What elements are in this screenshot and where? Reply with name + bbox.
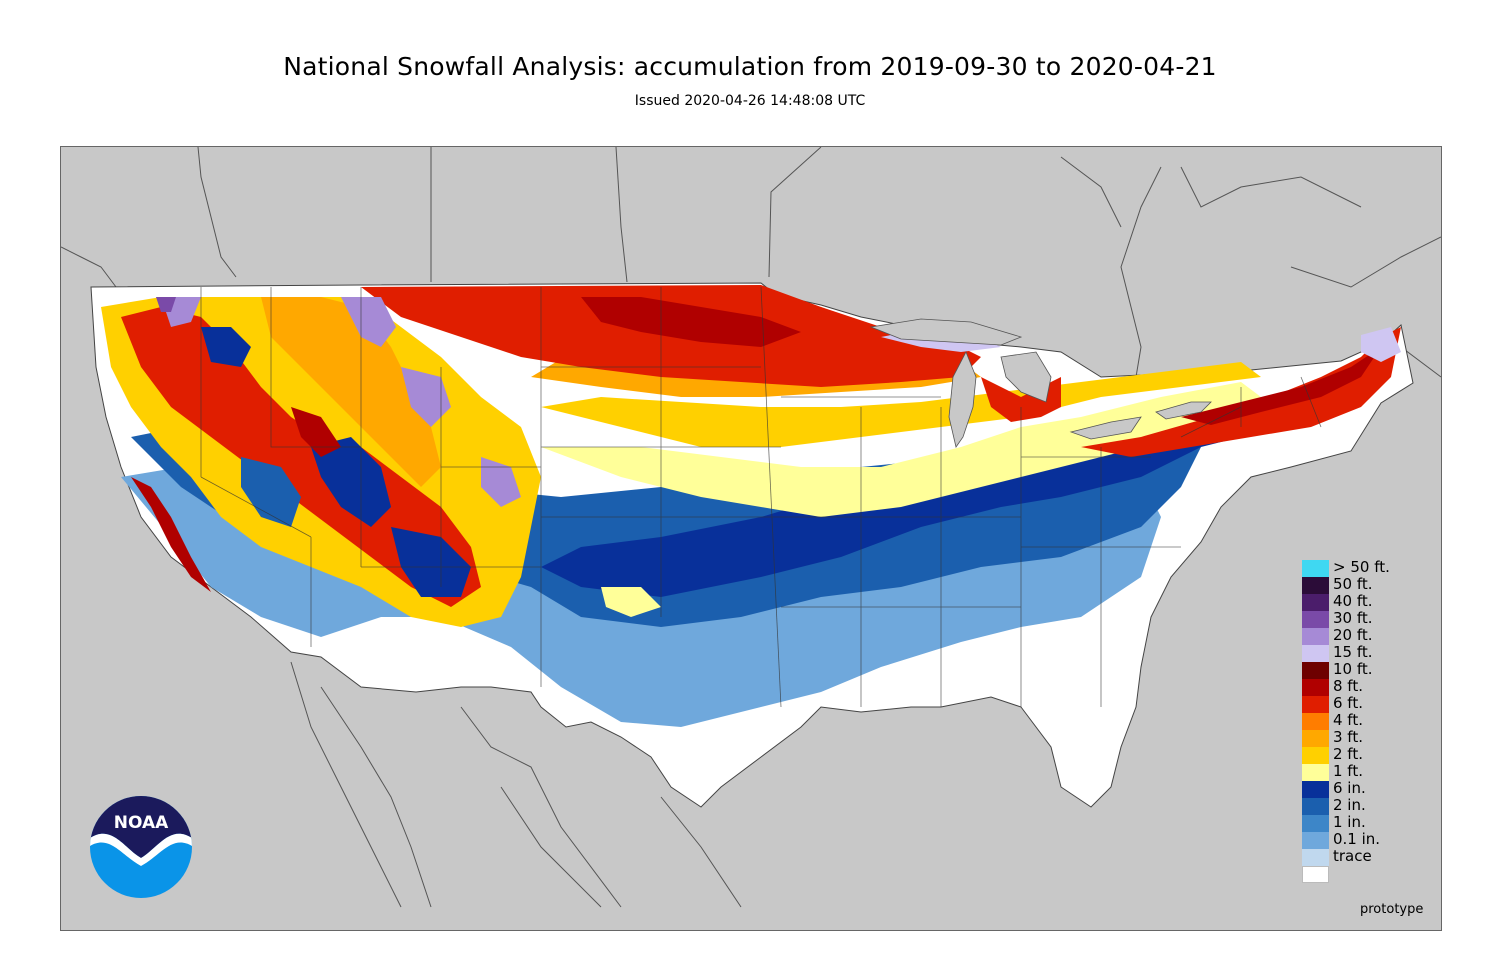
legend-label: 3 ft.	[1333, 728, 1363, 746]
legend-swatch	[1302, 611, 1329, 628]
legend-label: trace	[1333, 847, 1372, 865]
legend-item: 6 in.	[1302, 779, 1442, 798]
legend-swatch	[1302, 628, 1329, 645]
legend-swatch	[1302, 832, 1329, 849]
legend-label: 50 ft.	[1333, 575, 1373, 593]
legend-item: 0.1 in.	[1302, 830, 1442, 849]
legend-swatch	[1302, 696, 1329, 713]
legend-item: 40 ft.	[1302, 592, 1442, 611]
legend-swatch	[1302, 815, 1329, 832]
legend-label: 6 ft.	[1333, 694, 1363, 712]
legend-item: trace	[1302, 847, 1442, 866]
legend-swatch	[1302, 662, 1329, 679]
legend-label: 20 ft.	[1333, 626, 1373, 644]
issued-timestamp: Issued 2020-04-26 14:48:08 UTC	[634, 93, 866, 109]
legend-item: 2 in.	[1302, 796, 1442, 815]
prototype-label: prototype	[1360, 902, 1424, 917]
legend-item: 10 ft.	[1302, 660, 1442, 679]
legend-item: 3 ft.	[1302, 728, 1442, 747]
legend-label: 4 ft.	[1333, 711, 1363, 729]
legend-item: 30 ft.	[1302, 609, 1442, 628]
legend-label: 30 ft.	[1333, 609, 1373, 627]
neighbor-boundaries	[61, 147, 1441, 908]
legend-swatch	[1302, 713, 1329, 730]
great-lakes	[869, 318, 1212, 448]
snowfall-map	[60, 146, 1442, 931]
noaa-logo: NOAA	[90, 796, 192, 898]
legend-swatch	[1302, 866, 1329, 883]
legend-label: > 50 ft.	[1333, 558, 1390, 576]
legend-swatch	[1302, 577, 1329, 594]
legend-item: 15 ft.	[1302, 643, 1442, 662]
legend-swatch	[1302, 849, 1329, 866]
legend-item: > 50 ft.	[1302, 558, 1442, 577]
legend-item: 4 ft.	[1302, 711, 1442, 730]
legend-label: 1 ft.	[1333, 762, 1363, 780]
legend-item: 1 in.	[1302, 813, 1442, 832]
legend-item: 50 ft.	[1302, 575, 1442, 594]
legend-item	[1302, 866, 1442, 883]
legend-label: 2 in.	[1333, 796, 1366, 814]
legend-swatch	[1302, 560, 1329, 577]
legend-item: 2 ft.	[1302, 745, 1442, 764]
legend-swatch	[1302, 747, 1329, 764]
legend-swatch	[1302, 764, 1329, 781]
legend-item: 20 ft.	[1302, 626, 1442, 645]
noaa-logo-text: NOAA	[114, 813, 169, 833]
legend-swatch	[1302, 798, 1329, 815]
legend-label: 10 ft.	[1333, 660, 1373, 678]
legend-label: 15 ft.	[1333, 643, 1373, 661]
legend-item: 1 ft.	[1302, 762, 1442, 781]
legend-label: 2 ft.	[1333, 745, 1363, 763]
legend-swatch	[1302, 781, 1329, 798]
legend-label: 40 ft.	[1333, 592, 1373, 610]
legend-item: 8 ft.	[1302, 677, 1442, 696]
legend-label: 0.1 in.	[1333, 830, 1381, 848]
legend-label: 6 in.	[1333, 779, 1366, 797]
legend-swatch	[1302, 594, 1329, 611]
legend-swatch	[1302, 679, 1329, 696]
legend-swatch	[1302, 645, 1329, 662]
legend-swatch	[1302, 730, 1329, 747]
legend-label: 8 ft.	[1333, 677, 1363, 695]
state-boundaries	[200, 286, 1322, 708]
map-canvas	[61, 147, 1441, 908]
page-title: National Snowfall Analysis: accumulation…	[283, 52, 1217, 81]
legend-item: 6 ft.	[1302, 694, 1442, 713]
legend-label: 1 in.	[1333, 813, 1366, 831]
